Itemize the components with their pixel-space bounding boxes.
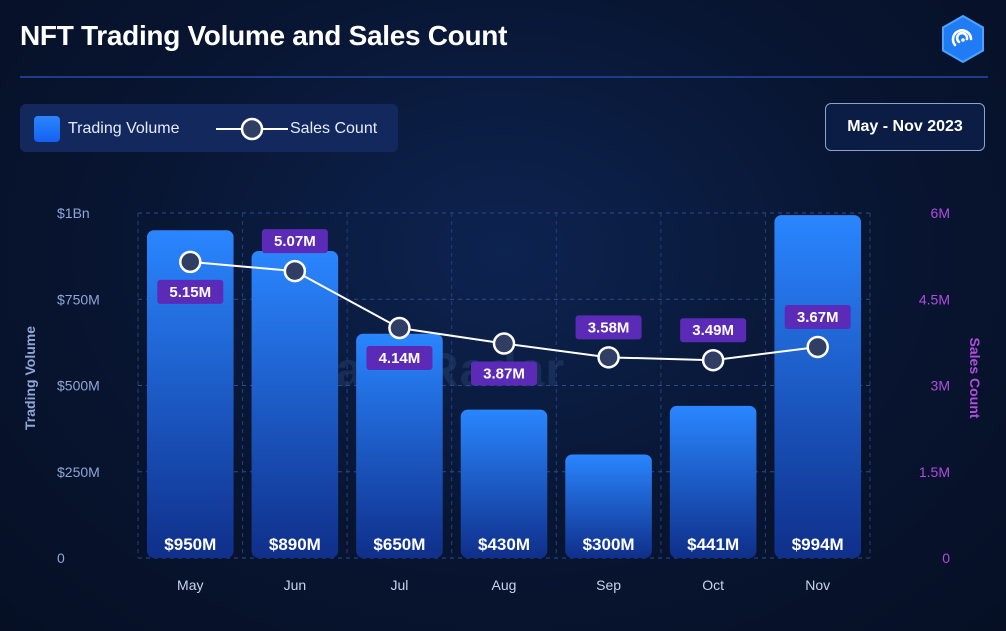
dappradar-hexagon-icon <box>942 14 984 64</box>
legend-trading-volume-label: Trading Volume <box>68 120 180 137</box>
x-tick-label: Jun <box>284 577 307 593</box>
count-value-label: 3.49M <box>692 322 734 339</box>
bar-aug <box>460 409 548 558</box>
sales-count-line-icon <box>216 117 288 141</box>
y-tick-label: $250M <box>57 464 100 480</box>
count-label-box <box>366 346 433 370</box>
bar-value-label: $890M <box>269 535 321 554</box>
bar-jun <box>251 250 339 558</box>
bar-sep <box>565 454 652 558</box>
count-value-label: 3.58M <box>588 319 630 336</box>
y2-tick-label: 1.5M <box>919 464 950 480</box>
sales-count-point <box>597 346 620 369</box>
header-divider <box>20 76 988 78</box>
count-value-label: 5.15M <box>169 284 211 301</box>
y2-tick-label: 6M <box>931 205 950 221</box>
x-tick-label: Sep <box>596 577 621 593</box>
sales-count-point <box>283 259 307 283</box>
sales-count-point <box>806 335 829 359</box>
date-range-button[interactable]: May - Nov 2023 <box>825 103 985 151</box>
y-tick-label: $500M <box>57 378 100 394</box>
bar-value-label: $994M <box>792 535 844 554</box>
bar-oct <box>669 405 757 558</box>
x-tick-label: Nov <box>805 577 830 593</box>
sales-count-point <box>492 332 516 355</box>
y2-tick-label: 0 <box>942 550 950 566</box>
count-value-label: 3.67M <box>797 309 839 326</box>
bar-value-label: $950M <box>164 535 216 554</box>
x-tick-label: May <box>177 577 203 593</box>
count-label-box <box>261 229 328 254</box>
y-tick-label: 0 <box>57 550 65 566</box>
sales-count-point <box>179 250 202 274</box>
count-label-box <box>471 361 537 386</box>
count-value-label: 3.87M <box>483 366 525 383</box>
y-tick-label: $1Bn <box>57 205 90 221</box>
count-value-label: 5.07M <box>274 233 316 250</box>
count-label-box <box>784 304 851 329</box>
page-title: NFT Trading Volume and Sales Count <box>20 20 508 51</box>
bar-value-label: $300M <box>583 535 635 554</box>
sales-count-point <box>701 348 725 372</box>
sales-count-point <box>388 316 411 340</box>
x-tick-label: Jul <box>390 577 408 593</box>
y2-axis-title: Sales Count <box>967 338 983 419</box>
count-label-box <box>575 315 642 340</box>
bar-value-label: $430M <box>478 535 530 554</box>
bar-may <box>147 230 234 558</box>
bar-value-label: $441M <box>687 535 739 554</box>
count-label-box <box>680 318 747 343</box>
count-value-label: 4.14M <box>379 350 421 367</box>
y-axis-title: Trading Volume <box>22 326 38 430</box>
y2-tick-label: 4.5M <box>919 291 950 307</box>
y2-tick-label: 3M <box>931 378 950 394</box>
legend-sales-count-label: Sales Count <box>290 120 378 137</box>
bar-nov <box>774 215 861 558</box>
y-tick-label: $750M <box>57 291 100 307</box>
bar-value-label: $650M <box>373 535 425 554</box>
chart-legend: Trading Volume Sales Count <box>20 104 398 152</box>
trading-volume-swatch <box>34 116 60 142</box>
bar-jul <box>356 333 443 558</box>
x-tick-label: Oct <box>702 577 724 593</box>
count-label-box <box>157 279 224 304</box>
x-tick-label: Aug <box>492 577 517 593</box>
